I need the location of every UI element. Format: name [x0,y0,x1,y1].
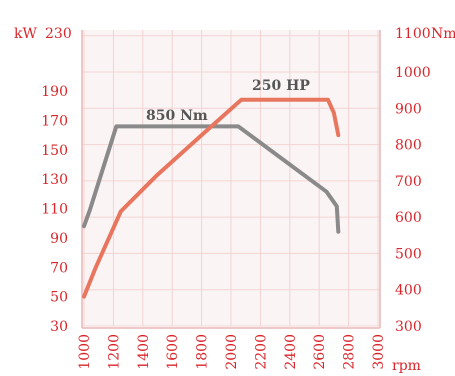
x-tick-label: 1800 [195,334,211,370]
annotations: 850 Nm 250 HP [146,78,310,124]
y-right-tick-label: 600 [395,210,422,226]
y-left-tick-label: 90 [50,231,68,247]
x-tick-label: 2800 [342,334,358,370]
y-left-tick-label: 110 [41,202,68,218]
y-left-top-tick-label: 230 [45,26,72,42]
y-right-tick-label: 300 [395,319,422,335]
y-left-tick-label: 70 [50,260,68,276]
y-left-tick-label: 130 [41,172,68,188]
y-right-tick-label: 800 [395,138,422,154]
x-tick-label: 1600 [165,334,181,370]
x-tick-label: 1400 [136,334,152,370]
x-tick-label: 2400 [283,334,299,370]
y-right-tick-label: 900 [395,101,422,117]
x-unit-label: rpm [392,358,421,374]
y-right-tick-label: 400 [395,283,422,299]
x-tick-label: 2200 [253,334,269,370]
y-right-top-tick-label: 1100 [395,26,431,42]
y-left-tick-label: 30 [50,319,68,335]
y-right-tick-label: 700 [395,174,422,190]
torque-curve [82,124,341,234]
x-tick-label: 2600 [312,334,328,370]
y-left-unit-label: kW [14,26,37,42]
grid [82,30,380,327]
x-tick-label: 1200 [106,334,122,370]
power-annotation: 250 HP [252,78,310,94]
series-lines [82,97,341,299]
y-left-tick-label: 170 [41,113,68,129]
y-left-tick-label: 150 [41,143,68,159]
x-tick-label: 3000 [371,334,387,370]
tick-labels: 190 170 150 130 110 90 70 50 30 1000 900 800 700 600 5… [41,65,430,370]
y-right-tick-label: 500 [395,246,422,262]
y-left-tick-label: 190 [41,84,68,100]
axes [81,30,381,329]
y-right-unit-label: Nm [431,26,455,42]
y-left-tick-label: 50 [50,290,68,306]
x-tick-label: 2000 [224,334,240,370]
torque-annotation: 850 Nm [146,108,208,124]
y-right-tick-label: 1000 [395,65,431,81]
x-tick-label: 1000 [77,334,93,370]
power-curve [82,97,341,299]
